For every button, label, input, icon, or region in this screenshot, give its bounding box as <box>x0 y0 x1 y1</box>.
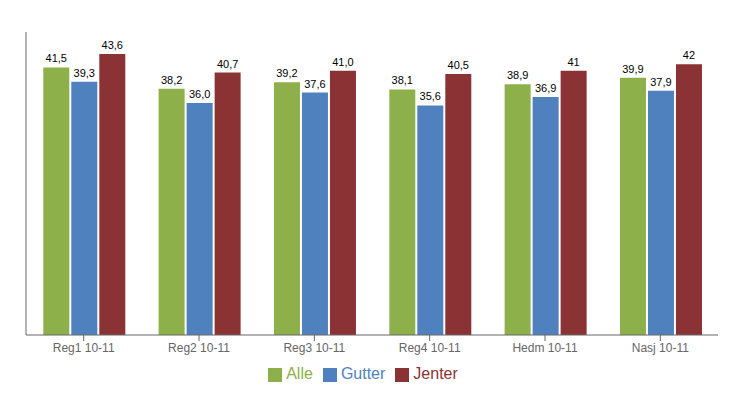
svg-text:38,2: 38,2 <box>161 74 182 86</box>
svg-text:39,3: 39,3 <box>74 67 95 79</box>
svg-text:43,6: 43,6 <box>102 39 123 51</box>
html-text:Gutter: Gutter <box>340 365 386 382</box>
svg-text:37,9: 37,9 <box>650 76 671 88</box>
svg-text:40,7: 40,7 <box>217 58 238 70</box>
svg-text:39,2: 39,2 <box>276 67 297 79</box>
svg-text:38,1: 38,1 <box>392 74 413 86</box>
svg-text:Reg2 10-11: Reg2 10-11 <box>168 341 230 355</box>
svg-text:41,5: 41,5 <box>46 52 67 64</box>
svg-text:37,6: 37,6 <box>304 78 325 90</box>
svg-text:39,9: 39,9 <box>622 63 643 75</box>
svg-text:41: 41 <box>568 56 580 68</box>
svg-text:36,0: 36,0 <box>189 88 210 100</box>
html-text:Alle: Alle <box>286 365 313 382</box>
svg-text:36,9: 36,9 <box>535 82 556 94</box>
svg-text:35,6: 35,6 <box>420 90 441 102</box>
svg-text:Reg1 10-11: Reg1 10-11 <box>53 341 115 355</box>
svg-text:40,5: 40,5 <box>448 59 469 71</box>
svg-text:42: 42 <box>683 49 695 61</box>
svg-text:Reg4 10-11: Reg4 10-11 <box>399 341 461 355</box>
html-text:Jenter: Jenter <box>413 365 458 382</box>
svg-text:Hedm 10-11: Hedm 10-11 <box>512 341 577 355</box>
svg-text:Reg3 10-11: Reg3 10-11 <box>283 341 345 355</box>
svg-text:41,0: 41,0 <box>332 56 353 68</box>
svg-text:38,9: 38,9 <box>507 69 528 81</box>
svg-text:Nasj 10-11: Nasj 10-11 <box>632 341 689 355</box>
